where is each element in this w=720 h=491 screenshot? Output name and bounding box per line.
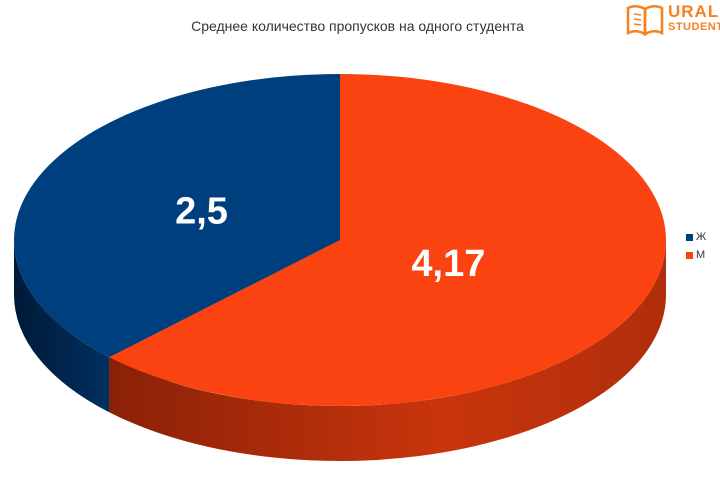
logo-text-ural: URAL — [668, 2, 720, 21]
legend-label-zh: Ж — [696, 231, 707, 243]
legend-item-zh: Ж — [686, 228, 706, 246]
legend-item-m: М — [686, 246, 706, 264]
ural-student-logo: URAL STUDENT — [624, 0, 720, 40]
logo-text-student: STUDENT — [668, 21, 720, 33]
legend-swatch-m — [686, 251, 693, 259]
chart-title: Среднее количество пропусков на одного с… — [191, 18, 524, 34]
data-label-zh: 2,5 — [175, 191, 228, 233]
data-label-m: 4,17 — [411, 243, 485, 285]
pie-slice-m-side — [109, 240, 666, 461]
pie-slice-m — [109, 74, 667, 407]
legend-swatch-zh — [686, 233, 693, 241]
chart-legend: Ж М — [686, 228, 706, 264]
legend-label-m: М — [696, 249, 706, 261]
pie-slice-zh-side — [14, 240, 110, 413]
pie-chart: 2,5 4,17 — [14, 74, 667, 461]
open-book-icon — [626, 5, 664, 37]
pie-slice-zh — [14, 74, 340, 358]
